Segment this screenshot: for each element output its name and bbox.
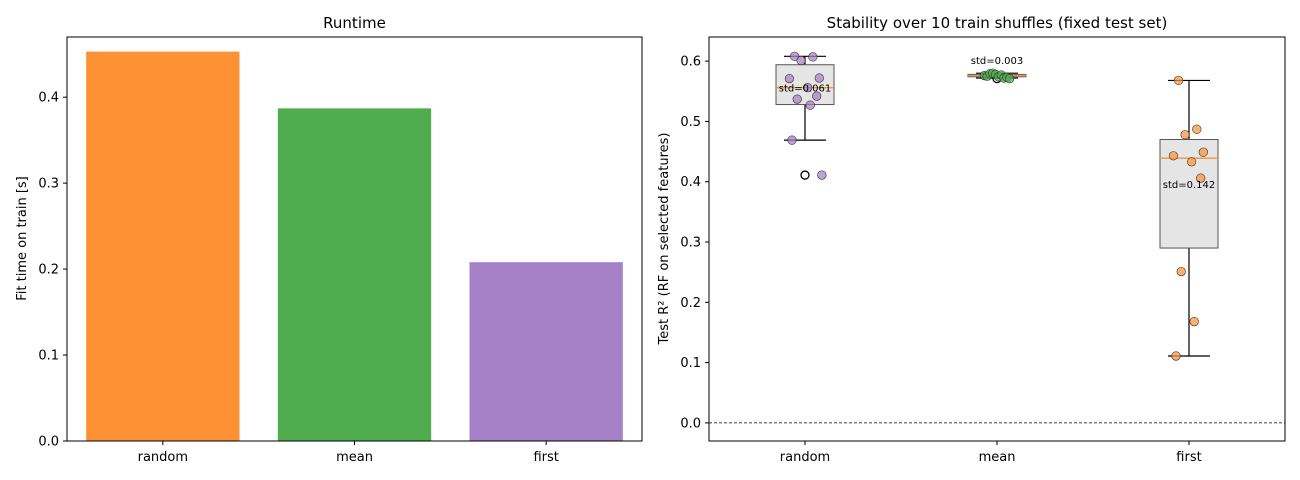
x-tick-label-random: random: [780, 450, 830, 465]
y-tick-label: 0.6: [680, 55, 701, 70]
box-iqr: [1159, 139, 1219, 249]
y-tick-label: 0.2: [38, 263, 59, 278]
data-point: [805, 100, 815, 110]
runtime-plot-frame: [66, 36, 643, 442]
stability-plot-area: std=0.061 std=0.003 std=0.142: [709, 51, 1285, 424]
data-point: [1173, 75, 1184, 86]
y-tick-label: 0.5: [680, 115, 701, 130]
data-point: [812, 91, 822, 101]
data-point: [792, 94, 802, 104]
x-tick-label-first: first: [1176, 450, 1201, 465]
data-point: [789, 51, 800, 61]
y-tick-label: 0.3: [38, 177, 59, 192]
data-point: [1192, 124, 1202, 134]
stability-plot-frame: [708, 36, 1286, 442]
std-annotation-mean: std=0.003: [971, 56, 1024, 67]
data-point: [802, 83, 813, 93]
runtime-bars: [86, 51, 623, 442]
y-tick-label: 0.1: [680, 356, 701, 371]
runtime-chart: Runtime Fit time on train [s] random mean…: [15, 14, 643, 465]
box-group-first: std=0.142: [1159, 75, 1219, 361]
data-point: [1189, 317, 1199, 327]
y-tick-label: 0.2: [680, 296, 701, 311]
std-annotation-first: std=0.142: [1163, 180, 1216, 191]
data-point: [1004, 74, 1015, 84]
std-annotation-random: std=0.061: [779, 84, 832, 95]
stability-axes: random mean first 0.0 0.1 0.2 0.3 0.4 0.5 0.6: [680, 36, 1286, 465]
data-point: [1168, 151, 1178, 161]
y-tick-label: 0.1: [38, 349, 59, 364]
data-point: [1176, 266, 1186, 277]
runtime-chart-title: Runtime: [323, 14, 386, 32]
y-tick-label: 0.0: [38, 435, 59, 450]
data-point: [1186, 157, 1197, 167]
outlier-point: [800, 170, 810, 180]
stability-chart: Stability over 10 train shuffles (fixed …: [657, 14, 1286, 465]
data-point: [796, 55, 806, 66]
data-point: [784, 74, 795, 84]
x-tick-label-first: first: [533, 450, 558, 465]
box-group-mean: std=0.003: [967, 56, 1027, 84]
stability-y-axis-label: Test R² (RF on selected features): [657, 133, 672, 346]
data-point: [814, 73, 824, 83]
x-tick-label-random: random: [138, 450, 188, 465]
data-point: [787, 135, 797, 145]
data-point: [1180, 130, 1190, 140]
stability-chart-title: Stability over 10 train shuffles (fixed …: [827, 14, 1168, 32]
x-tick-label-mean: mean: [336, 450, 373, 465]
data-point: [1196, 173, 1206, 183]
box-group-random: std=0.061: [775, 51, 835, 180]
bar-random: [86, 51, 240, 442]
bar-mean: [277, 108, 432, 442]
runtime-y-axis-label: Fit time on train [s]: [15, 176, 30, 301]
data-point: [817, 170, 827, 180]
y-tick-label: 0.4: [38, 91, 59, 106]
data-point: [1171, 351, 1181, 361]
y-tick-label: 0.4: [680, 175, 701, 190]
y-tick-label: 0.3: [680, 236, 701, 251]
y-tick-label: 0.0: [680, 416, 701, 431]
data-point: [1198, 147, 1208, 157]
bar-first: [469, 262, 623, 441]
x-tick-label-mean: mean: [979, 450, 1016, 465]
runtime-axes: random mean first 0.0 0.1 0.2 0.3 0.4: [38, 36, 643, 465]
data-point: [808, 52, 818, 62]
